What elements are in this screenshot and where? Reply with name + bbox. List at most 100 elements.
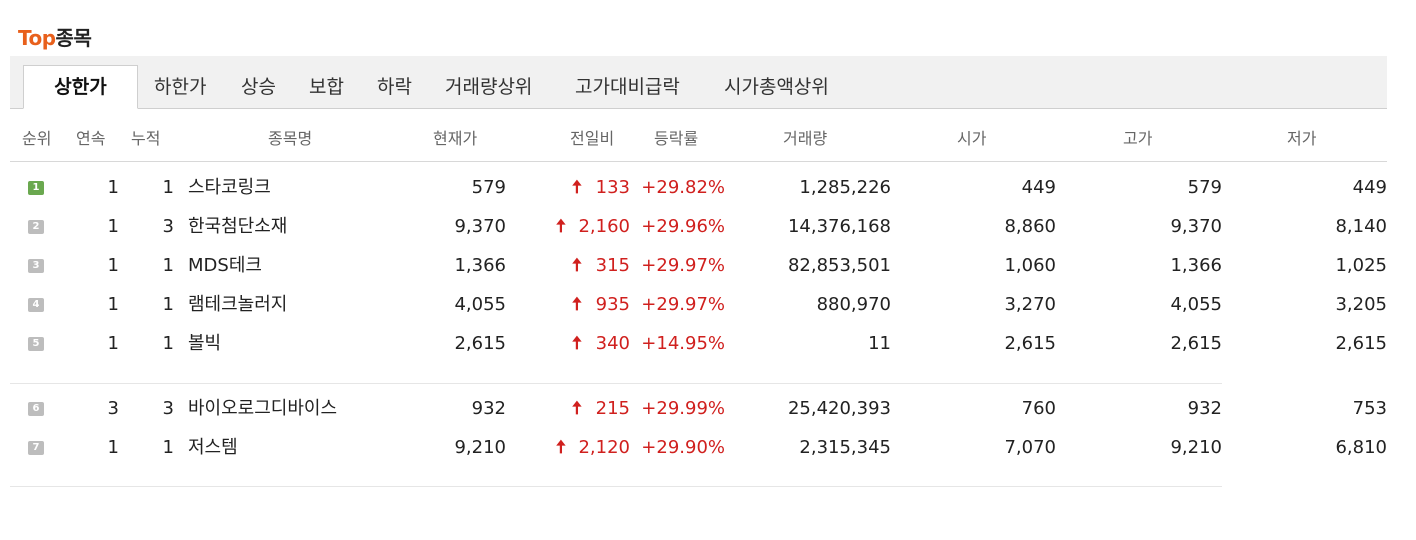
open-cell: 2,615 [1004, 333, 1056, 354]
low-cell: 8,140 [1335, 216, 1387, 237]
rate-cell: +29.97% [641, 255, 725, 276]
low-cell: 753 [1352, 398, 1387, 419]
open-cell: 7,070 [1004, 437, 1056, 458]
stock-name-link[interactable]: 램테크놀러지 [188, 294, 288, 315]
cumulative-cell: 1 [162, 294, 174, 315]
volume-cell: 82,853,501 [787, 255, 891, 276]
stock-name-link[interactable]: 스타코링크 [188, 177, 271, 198]
tab-market-cap-top[interactable]: 시가총액상위 [724, 76, 829, 98]
volume-cell: 2,315,345 [799, 437, 891, 458]
title-accent: Top [18, 26, 56, 50]
table-row[interactable]: 1 1 1 스타코링크 579 🠅 133 +29.82% 1,285,226 … [10, 168, 1387, 207]
change-cell: 2,120 [578, 437, 630, 458]
volume-cell: 1,285,226 [799, 177, 891, 198]
consecutive-cell: 1 [107, 333, 119, 354]
volume-cell: 11 [868, 333, 891, 354]
low-cell: 2,615 [1335, 333, 1387, 354]
tab-bar: 상한가 하한가 상승 보합 하락 거래량상위 고가대비급락 시가총액상위 [10, 56, 1387, 109]
rate-cell: +29.96% [641, 216, 725, 237]
table-row[interactable]: 6 3 3 바이오로그디바이스 932 🠅 215 +29.99% 25,420… [10, 389, 1387, 428]
stock-name-link[interactable]: MDS테크 [188, 255, 262, 276]
low-cell: 449 [1352, 177, 1387, 198]
change-cell: 315 [595, 255, 630, 276]
tab-rise[interactable]: 상승 [241, 76, 276, 98]
col-change: 전일비 [570, 129, 615, 148]
low-cell: 3,205 [1335, 294, 1387, 315]
table-row[interactable]: 3 1 1 MDS테크 1,366 🠅 315 +29.97% 82,853,5… [10, 246, 1387, 285]
change-cell: 215 [595, 398, 630, 419]
rate-cell: +29.97% [641, 294, 725, 315]
tab-lower-limit[interactable]: 하한가 [154, 76, 207, 98]
arrow-up-icon: 🠅 [572, 177, 582, 198]
open-cell: 760 [1021, 398, 1056, 419]
stock-name-link[interactable]: 한국첨단소재 [188, 216, 288, 237]
tab-upper-limit[interactable]: 상한가 [23, 65, 138, 109]
open-cell: 8,860 [1004, 216, 1056, 237]
rank-badge-icon: 3 [28, 259, 44, 273]
consecutive-cell: 1 [107, 177, 119, 198]
consecutive-cell: 1 [107, 216, 119, 237]
high-cell: 2,615 [1170, 333, 1222, 354]
table-row[interactable]: 7 1 1 저스템 9,210 🠅 2,120 +29.90% 2,315,34… [10, 428, 1387, 467]
tab-flat[interactable]: 보합 [309, 76, 344, 98]
table-row[interactable]: 2 1 3 한국첨단소재 9,370 🠅 2,160 +29.96% 14,37… [10, 207, 1387, 246]
col-rate: 등락률 [654, 129, 699, 148]
col-cumulative: 누적 [131, 129, 161, 148]
col-volume: 거래량 [783, 129, 828, 148]
low-cell: 6,810 [1335, 437, 1387, 458]
high-cell: 9,210 [1170, 437, 1222, 458]
price-cell: 9,370 [454, 216, 506, 237]
rank-badge-icon: 7 [28, 441, 44, 455]
table-header: 순위 연속 누적 종목명 현재가 전일비 등락률 거래량 시가 고가 저가 [10, 108, 1387, 162]
arrow-up-icon: 🠅 [572, 398, 582, 419]
cumulative-cell: 1 [162, 177, 174, 198]
open-cell: 449 [1021, 177, 1056, 198]
stock-name-link[interactable]: 저스템 [188, 437, 238, 458]
high-cell: 932 [1187, 398, 1222, 419]
arrow-up-icon: 🠅 [572, 255, 582, 276]
high-cell: 4,055 [1170, 294, 1222, 315]
tab-volume-top[interactable]: 거래량상위 [445, 76, 533, 98]
open-cell: 3,270 [1004, 294, 1056, 315]
price-cell: 579 [471, 177, 506, 198]
consecutive-cell: 1 [107, 437, 119, 458]
rate-cell: +29.82% [641, 177, 725, 198]
rate-cell: +29.90% [641, 437, 725, 458]
table-bottom-divider [10, 486, 1222, 487]
col-low: 저가 [1287, 129, 1317, 148]
high-cell: 1,366 [1170, 255, 1222, 276]
table-row[interactable]: 5 1 1 볼빅 2,615 🠅 340 +14.95% 11 2,615 2,… [10, 324, 1387, 363]
cumulative-cell: 1 [162, 255, 174, 276]
rank-badge-icon: 1 [28, 181, 44, 195]
col-name: 종목명 [268, 129, 313, 148]
change-cell: 935 [595, 294, 630, 315]
change-cell: 133 [595, 177, 630, 198]
price-cell: 9,210 [454, 437, 506, 458]
low-cell: 1,025 [1335, 255, 1387, 276]
change-cell: 2,160 [578, 216, 630, 237]
rate-cell: +29.99% [641, 398, 725, 419]
title-rest: 종목 [55, 26, 92, 50]
col-high: 고가 [1123, 129, 1153, 148]
stock-name-link[interactable]: 바이오로그디바이스 [188, 398, 338, 419]
price-cell: 4,055 [454, 294, 506, 315]
change-cell: 340 [595, 333, 630, 354]
consecutive-cell: 3 [107, 398, 119, 419]
open-cell: 1,060 [1004, 255, 1056, 276]
col-price: 현재가 [433, 129, 478, 148]
tab-fall[interactable]: 하락 [377, 76, 412, 98]
arrow-up-icon: 🠅 [572, 294, 582, 315]
table-row[interactable]: 4 1 1 램테크놀러지 4,055 🠅 935 +29.97% 880,970… [10, 285, 1387, 324]
volume-cell: 25,420,393 [787, 398, 891, 419]
col-open: 시가 [957, 129, 987, 148]
rank-badge-icon: 2 [28, 220, 44, 234]
col-rank: 순위 [22, 129, 52, 148]
tab-high-drop[interactable]: 고가대비급락 [575, 76, 680, 98]
group-divider [10, 383, 1222, 384]
cumulative-cell: 1 [162, 333, 174, 354]
rank-badge-icon: 6 [28, 402, 44, 416]
stock-name-link[interactable]: 볼빅 [188, 333, 222, 354]
volume-cell: 14,376,168 [787, 216, 891, 237]
consecutive-cell: 1 [107, 255, 119, 276]
rank-badge-icon: 4 [28, 298, 44, 312]
